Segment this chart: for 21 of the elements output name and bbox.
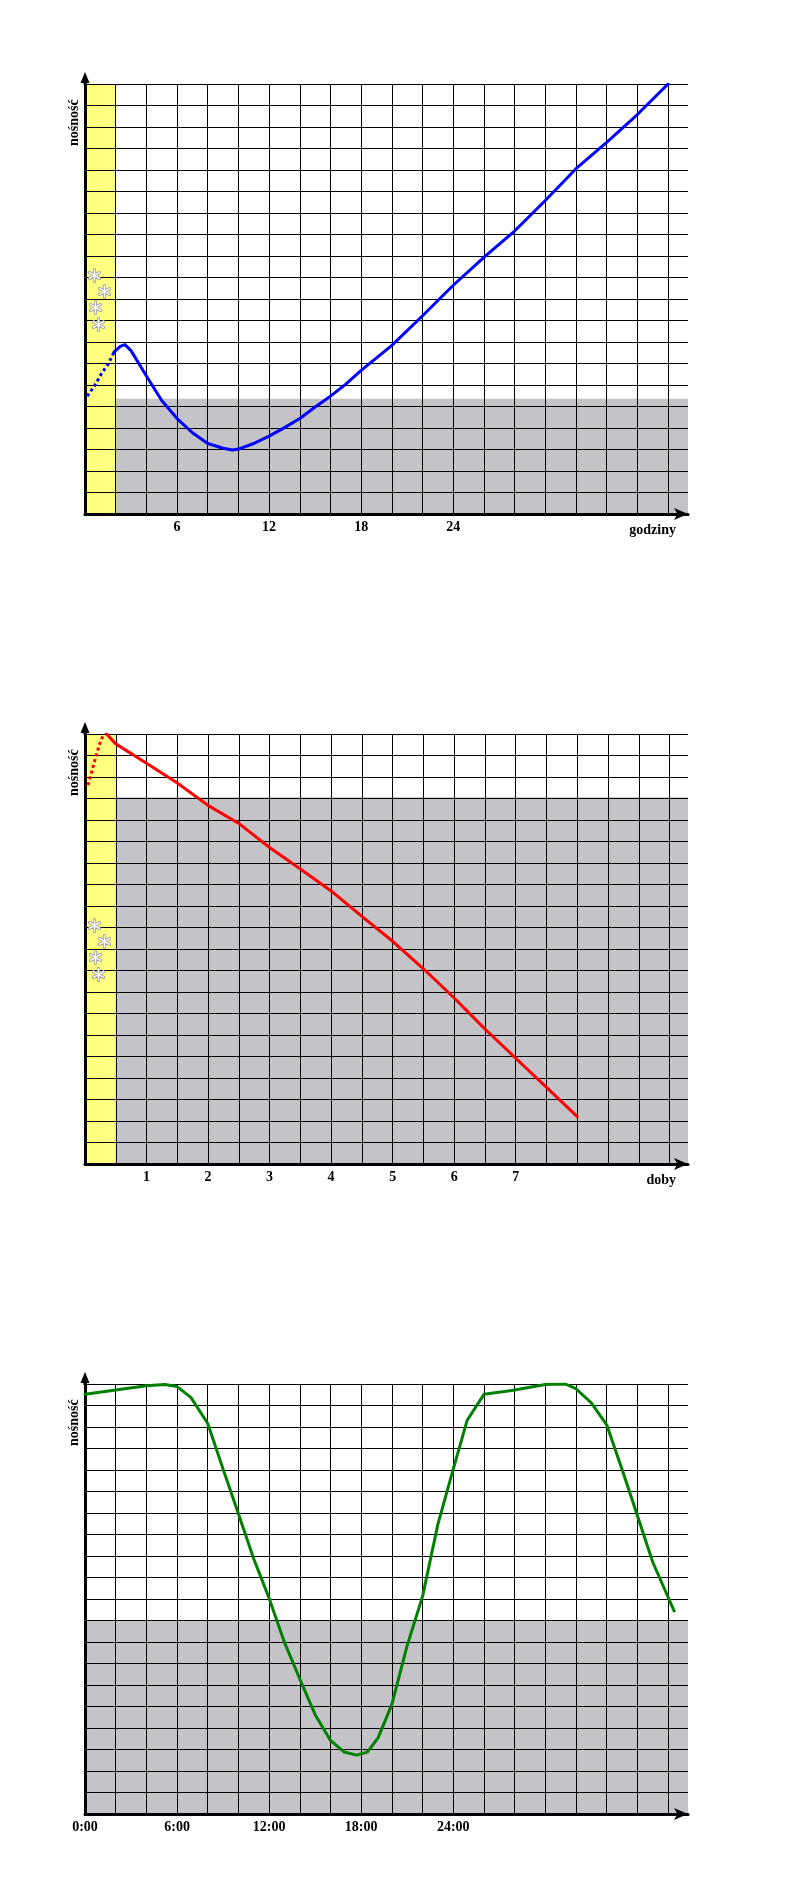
x-tick-label: 4 (327, 1168, 335, 1184)
x-tick-label: 24 (446, 518, 461, 534)
x-tick-label: 18 (354, 518, 369, 534)
y-axis-title: nośność (65, 99, 81, 146)
x-tick-label: 6:00 (164, 1818, 190, 1834)
x-axis-title: godziny (629, 521, 676, 537)
x-axis-title: doby (646, 1171, 676, 1187)
x-tick-label: 1 (143, 1168, 151, 1184)
x-tick-label: 12:00 (252, 1818, 286, 1834)
x-tick-label: 6 (173, 518, 181, 534)
x-tick-label: 24:00 (436, 1818, 470, 1834)
x-tick-label: 2 (204, 1168, 212, 1184)
y-axis-title: nośność (65, 749, 81, 796)
x-tick-label: 6 (450, 1168, 458, 1184)
x-tick-label: 5 (389, 1168, 397, 1184)
x-tick-label: 0:00 (72, 1818, 98, 1834)
y-axis-title: nośność (65, 1399, 81, 1446)
x-tick-label: 3 (266, 1168, 274, 1184)
x-tick-label: 18:00 (344, 1818, 378, 1834)
x-tick-label: 7 (512, 1168, 520, 1184)
x-tick-label: 12 (262, 518, 277, 534)
